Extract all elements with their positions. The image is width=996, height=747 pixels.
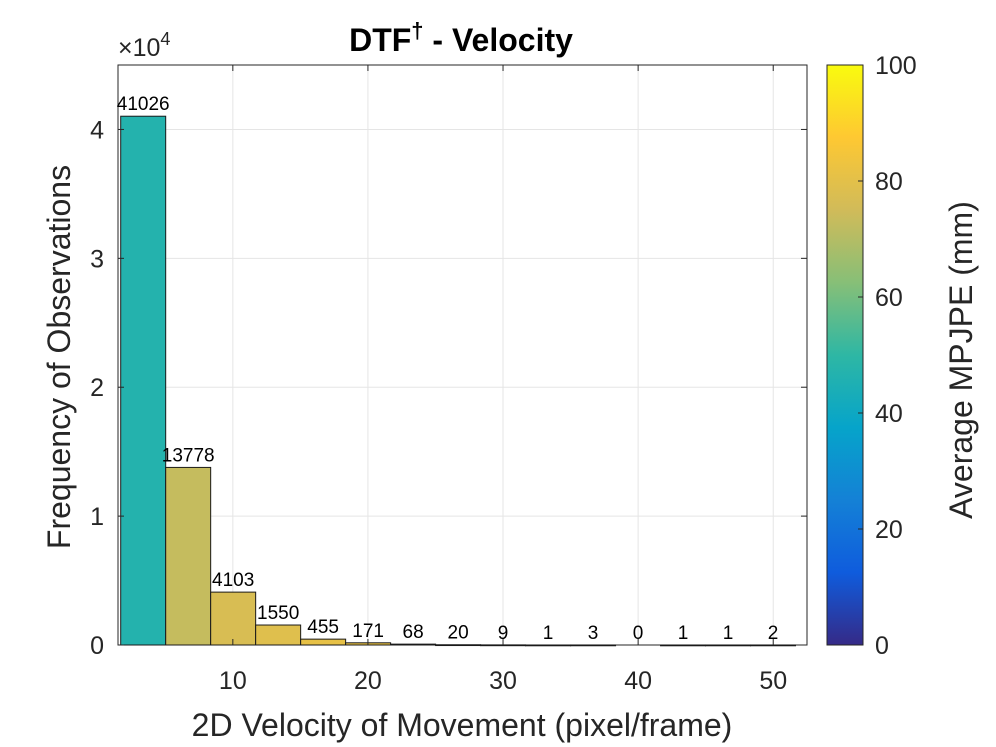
colorbar-tick-label: 80 [875, 168, 903, 196]
histogram-bar [120, 115, 167, 646]
bar-count-label: 20 [448, 623, 469, 644]
histogram-bar [525, 644, 572, 647]
x-axis-ticks: 10 20 30 40 50 [219, 65, 787, 695]
y-tick-label: 0 [90, 632, 104, 660]
histogram-bar [750, 644, 797, 647]
histogram-bar [660, 644, 707, 647]
y-tick-label: 4 [90, 116, 104, 144]
colorbar-label: Average MPJPE (mm) [943, 201, 979, 519]
y-tick-label: 2 [90, 374, 104, 402]
histogram-bar [570, 644, 617, 647]
y-axis-exponent: ×104 [118, 29, 170, 62]
x-tick-label: 40 [624, 667, 652, 695]
bar-count-label: 1 [723, 623, 734, 644]
colorbar-tick-label: 60 [875, 284, 903, 312]
histogram-bar [390, 643, 437, 646]
bar-count-label: 1550 [257, 603, 299, 624]
colorbar [826, 64, 864, 646]
plot-area-frame [117, 64, 808, 646]
y-tick-label: 1 [90, 503, 104, 531]
histogram-bar [210, 591, 257, 646]
y-tick-label: 3 [90, 245, 104, 273]
bar-count-label: 1 [543, 623, 554, 644]
x-tick-label: 10 [219, 667, 247, 695]
histogram-bar [300, 638, 347, 646]
bar-count-label: 1 [678, 623, 689, 644]
colorbar-tick-label: 40 [875, 400, 903, 428]
chart-title: DTF† - Velocity [349, 18, 573, 58]
histogram-bar [435, 644, 482, 647]
bar-count-label: 2 [768, 623, 779, 644]
chart-title-superscript: † [411, 18, 423, 43]
histogram-bar [255, 624, 302, 646]
bar-count-label: 171 [352, 621, 384, 642]
histogram-bars [120, 115, 797, 647]
chart-title-suffix: - Velocity [424, 22, 574, 58]
histogram-bar [705, 644, 752, 647]
bar-count-label: 41026 [117, 94, 170, 115]
x-tick-label: 50 [759, 667, 787, 695]
x-tick-label: 30 [489, 667, 517, 695]
x-axis-label: 2D Velocity of Movement (pixel/frame) [192, 707, 733, 743]
y-axis-label: Frequency of Observations [41, 165, 77, 549]
histogram-bar [480, 644, 527, 647]
bar-count-label: 4103 [212, 570, 254, 591]
bar-count-label: 9 [498, 623, 509, 644]
bar-count-label: 13778 [162, 445, 215, 466]
colorbar-tick-label: 100 [875, 52, 917, 80]
colorbar-ticks: 0 20 40 60 80 100 [858, 52, 917, 660]
bar-count-label: 455 [307, 617, 339, 638]
y-axis-ticks: 0 1 2 3 4 [90, 116, 807, 660]
bar-count-label: 68 [403, 622, 424, 643]
colorbar-tick-label: 0 [875, 632, 889, 660]
grid-lines [118, 65, 807, 646]
histogram-bar [165, 466, 212, 646]
bar-count-label: 3 [588, 623, 599, 644]
y-axis-exponent-power: 4 [160, 29, 170, 49]
x-tick-label: 20 [354, 667, 382, 695]
colorbar-tick-label: 20 [875, 516, 903, 544]
chart-title-main: DTF [349, 22, 411, 58]
bar-count-label: 0 [633, 623, 644, 644]
